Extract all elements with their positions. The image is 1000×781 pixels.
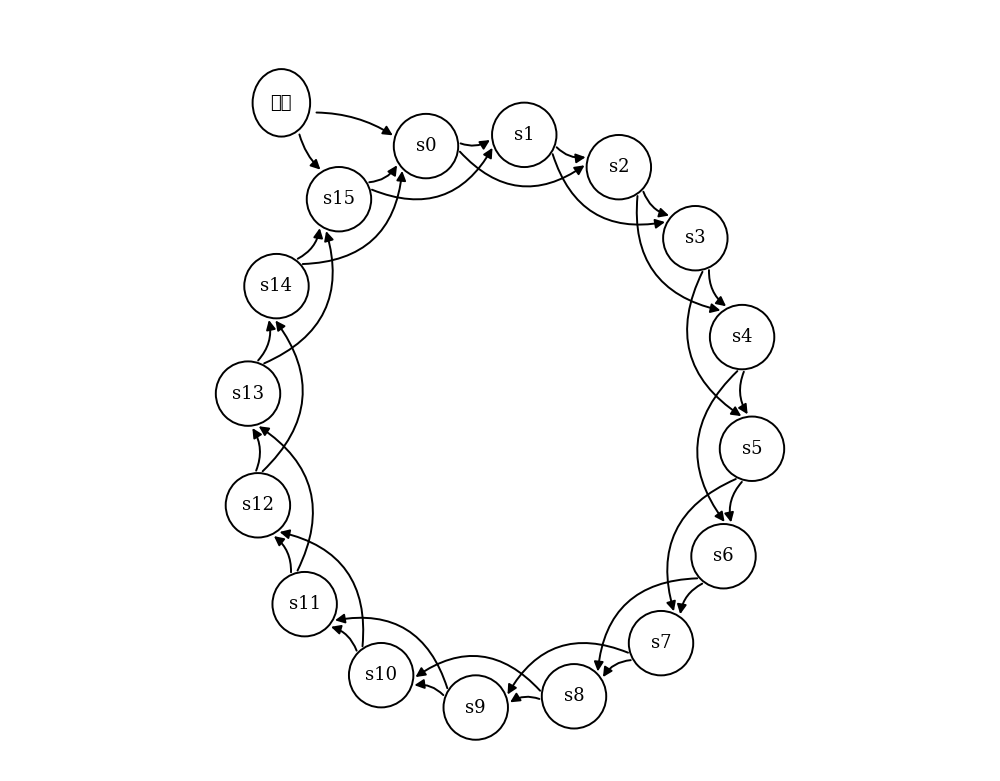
Text: s8: s8 xyxy=(564,687,584,705)
FancyArrowPatch shape xyxy=(372,150,491,199)
Circle shape xyxy=(663,206,728,270)
Text: s7: s7 xyxy=(651,634,671,652)
FancyArrowPatch shape xyxy=(276,537,291,572)
Circle shape xyxy=(542,664,606,729)
Text: s4: s4 xyxy=(732,328,752,346)
Circle shape xyxy=(629,611,693,676)
FancyArrowPatch shape xyxy=(512,694,539,701)
FancyArrowPatch shape xyxy=(369,167,396,182)
Circle shape xyxy=(349,643,413,708)
Text: s0: s0 xyxy=(416,137,436,155)
Circle shape xyxy=(720,416,784,481)
FancyArrowPatch shape xyxy=(643,191,667,216)
Text: s14: s14 xyxy=(260,277,292,295)
Circle shape xyxy=(307,167,371,231)
Text: s9: s9 xyxy=(465,698,486,716)
FancyArrowPatch shape xyxy=(316,112,391,134)
FancyArrowPatch shape xyxy=(417,656,540,690)
FancyArrowPatch shape xyxy=(739,372,746,412)
FancyArrowPatch shape xyxy=(298,230,322,259)
Text: s5: s5 xyxy=(742,440,762,458)
Text: s6: s6 xyxy=(713,547,734,565)
FancyArrowPatch shape xyxy=(337,615,447,688)
FancyArrowPatch shape xyxy=(263,323,303,471)
Circle shape xyxy=(216,362,280,426)
Text: s13: s13 xyxy=(232,384,264,403)
Circle shape xyxy=(226,473,290,537)
FancyArrowPatch shape xyxy=(417,680,443,695)
FancyArrowPatch shape xyxy=(697,371,737,520)
FancyArrowPatch shape xyxy=(667,479,736,609)
FancyArrowPatch shape xyxy=(709,270,724,305)
FancyArrowPatch shape xyxy=(264,234,333,363)
FancyArrowPatch shape xyxy=(261,427,313,571)
Text: s11: s11 xyxy=(289,595,321,613)
Circle shape xyxy=(272,572,337,637)
FancyArrowPatch shape xyxy=(678,583,702,612)
Text: s1: s1 xyxy=(514,126,535,144)
FancyArrowPatch shape xyxy=(333,626,357,651)
Ellipse shape xyxy=(253,69,310,137)
FancyArrowPatch shape xyxy=(258,322,275,361)
FancyArrowPatch shape xyxy=(595,579,697,669)
Text: s2: s2 xyxy=(609,159,629,177)
Circle shape xyxy=(587,135,651,199)
FancyArrowPatch shape xyxy=(637,196,718,312)
Circle shape xyxy=(444,676,508,740)
Circle shape xyxy=(710,305,774,369)
Circle shape xyxy=(394,114,458,178)
FancyArrowPatch shape xyxy=(282,530,363,647)
FancyArrowPatch shape xyxy=(553,154,663,227)
FancyArrowPatch shape xyxy=(254,430,261,471)
Circle shape xyxy=(691,524,756,588)
Circle shape xyxy=(492,102,556,167)
FancyArrowPatch shape xyxy=(299,134,319,168)
Text: s10: s10 xyxy=(365,666,397,684)
FancyArrowPatch shape xyxy=(687,272,739,415)
Circle shape xyxy=(244,254,309,319)
Text: s3: s3 xyxy=(685,229,706,248)
Text: s15: s15 xyxy=(323,191,355,209)
FancyArrowPatch shape xyxy=(461,141,488,148)
FancyArrowPatch shape xyxy=(509,643,628,693)
FancyArrowPatch shape xyxy=(303,173,405,264)
FancyArrowPatch shape xyxy=(604,660,631,676)
Text: 开始: 开始 xyxy=(271,94,292,112)
FancyArrowPatch shape xyxy=(557,148,583,162)
Text: s12: s12 xyxy=(242,496,274,515)
FancyArrowPatch shape xyxy=(725,482,742,520)
FancyArrowPatch shape xyxy=(460,152,583,187)
